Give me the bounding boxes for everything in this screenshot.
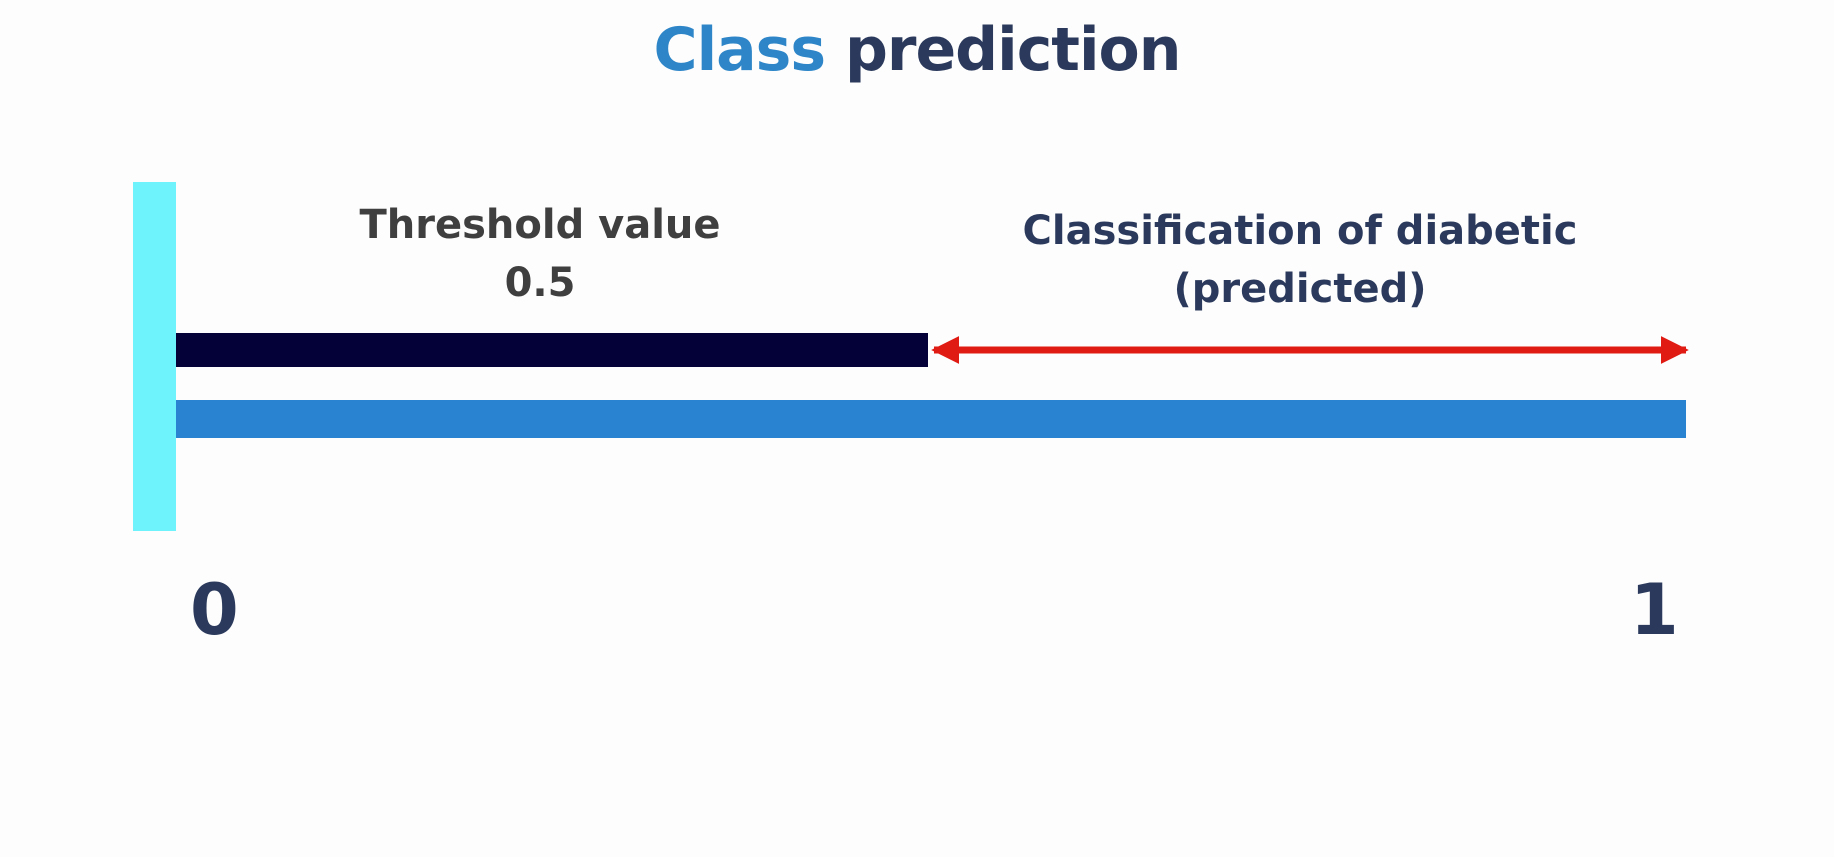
page-title: Class prediction	[0, 10, 1834, 90]
threshold-value-text: 0.5	[504, 260, 576, 306]
title-word-class: Class	[653, 15, 827, 85]
threshold-label: Threshold value 0.5	[330, 196, 750, 312]
classification-label: Classification of diabetic (predicted)	[1000, 202, 1600, 318]
title-word-prediction: prediction	[844, 15, 1181, 85]
axis-max-label: 1	[1630, 569, 1679, 651]
origin-marker-bar	[133, 182, 176, 531]
axis-bar	[133, 400, 1686, 438]
classification-label-line2: (predicted)	[1173, 266, 1427, 312]
classification-label-line1: Classification of diabetic	[1022, 208, 1578, 254]
axis-min-label: 0	[190, 569, 239, 651]
threshold-label-text: Threshold value	[359, 202, 721, 248]
threshold-bar	[170, 333, 928, 367]
